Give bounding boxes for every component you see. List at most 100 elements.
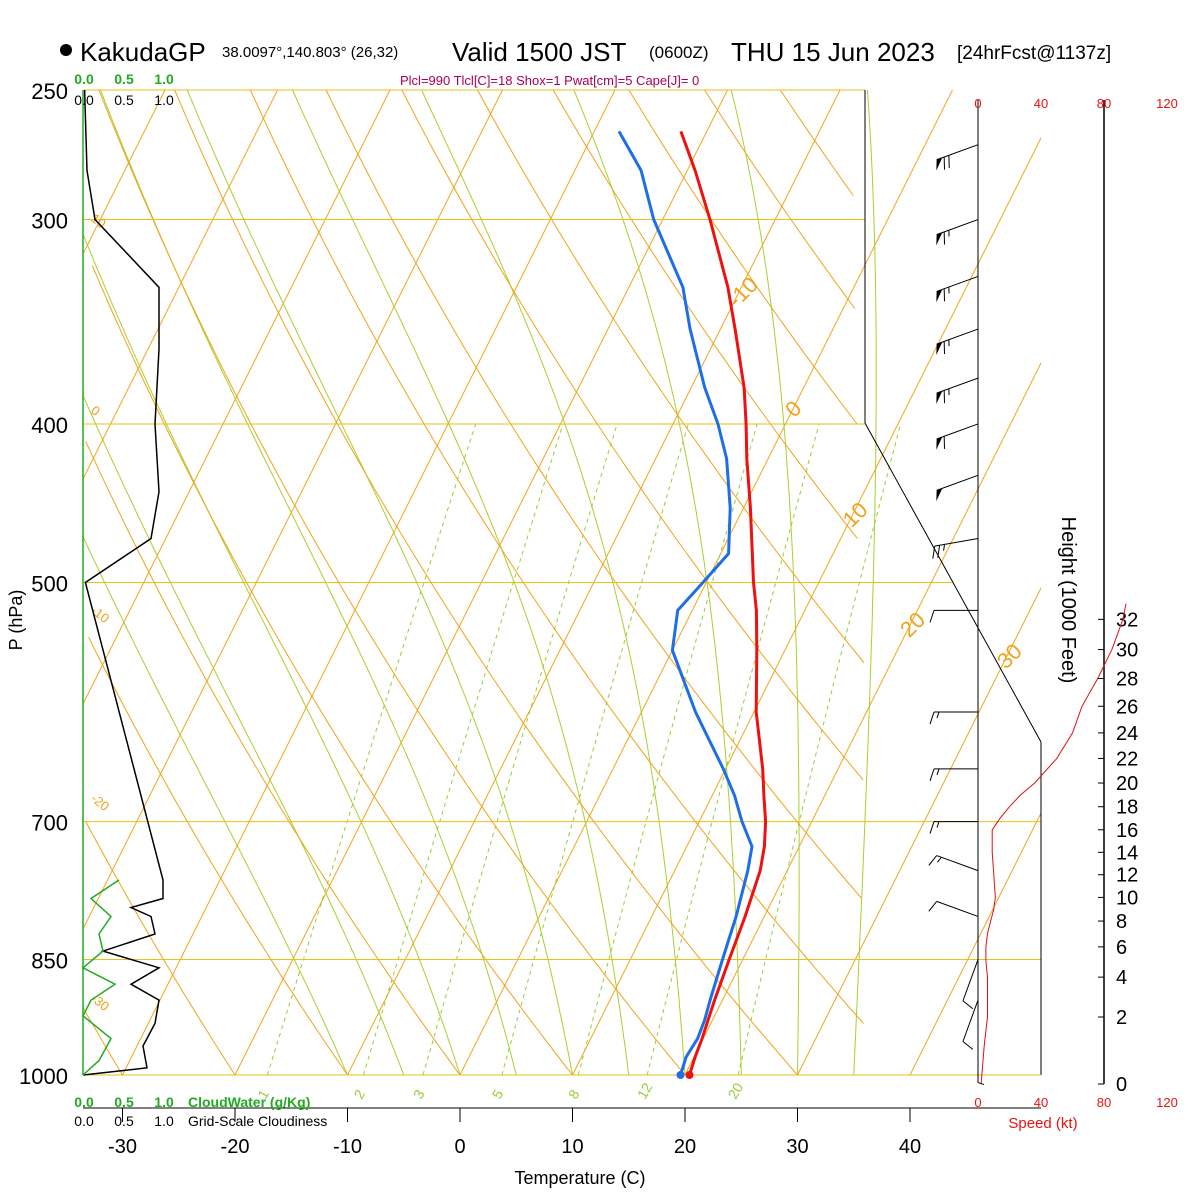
sounding-profiles <box>617 130 768 1079</box>
temperature-tick-label: 0 <box>454 1136 465 1158</box>
mixing-ratio-line <box>646 423 820 1075</box>
dry-adiabat-line <box>91 265 573 1076</box>
wind-barb-full <box>943 341 946 355</box>
wind-barb-full <box>962 1000 974 1010</box>
cloud-water-tick-top: 0.0 <box>74 71 94 87</box>
speed-tick-top: 40 <box>1034 96 1048 111</box>
chart-header: KakudaGP 38.0097°,140.803° (26,32) Valid… <box>60 37 1111 88</box>
mixing-ratio-line <box>501 423 689 1075</box>
cloud-axis: CloudWater (g/Kg) Grid-Scale Cloudiness … <box>74 71 327 1129</box>
height-tick-label: 0 <box>1116 1074 1127 1096</box>
temperature-axis: -30 -20 -10 0 10 20 30 40 <box>108 1108 921 1158</box>
valid-time: Valid 1500 JST <box>452 37 627 67</box>
temperature-tick-label: 30 <box>786 1136 808 1158</box>
station-marker-icon <box>60 44 72 56</box>
mixing-ratio-line <box>737 423 902 1075</box>
wind-barb-half <box>977 1082 985 1086</box>
cloudiness-line <box>82 89 164 1076</box>
cloud-profiles <box>81 89 164 1076</box>
isotherm-label: 0 <box>780 396 806 422</box>
cloudiness-tick-top: 0.5 <box>114 92 134 108</box>
wind-barb-staff <box>936 144 979 161</box>
wind-barb <box>932 538 979 559</box>
moist-adiabat-line <box>186 90 573 1075</box>
height-tick-label: 4 <box>1116 967 1127 989</box>
dry-adiabat-line <box>401 89 864 781</box>
dewpoint-surface-point <box>676 1071 685 1079</box>
wind-barb <box>929 768 978 782</box>
wind-barb-staff <box>936 219 979 236</box>
pressure-tick-label: 250 <box>31 79 68 104</box>
wind-barb-half <box>948 230 950 237</box>
height-tick-label: 28 <box>1116 669 1138 691</box>
moist-adiabat-line <box>83 535 348 1075</box>
isobars <box>83 89 1041 1076</box>
pressure-tick-label: 300 <box>31 209 68 234</box>
mixing-ratio-label: 5 <box>489 1087 507 1102</box>
plot-frame <box>82 89 1042 1109</box>
wind-barb <box>929 609 978 623</box>
height-tick-label: 6 <box>1116 937 1127 959</box>
speed-axis-title: Speed (kt) <box>1008 1115 1077 1132</box>
wind-barb-full <box>928 901 938 912</box>
height-tick-label: 10 <box>1116 887 1138 909</box>
wind-barb-staff <box>936 328 979 345</box>
wind-barb-full <box>937 545 941 558</box>
wind-speed-line <box>980 603 1127 1085</box>
dry-adiabat-line <box>85 441 461 1076</box>
dry-adiabat-label: -20 <box>88 791 112 814</box>
cloud-water-tick-top: 0.5 <box>114 71 134 87</box>
x-axis-title: Temperature (C) <box>514 1168 645 1188</box>
wind-barb <box>936 219 979 246</box>
valid-utc: (0600Z) <box>649 43 709 62</box>
speed-tick-bottom: 0 <box>974 1095 981 1110</box>
dry-adiabat-line <box>552 89 858 539</box>
moist-adiabat-line <box>83 394 405 1075</box>
temperature-tick-label: 40 <box>899 1136 921 1158</box>
dry-adiabat-line <box>249 89 864 1024</box>
wind-barb-half <box>943 544 946 551</box>
wind-barb-full <box>943 436 946 449</box>
dry-adiabat-line <box>88 636 348 1076</box>
wind-barb-staff <box>936 423 979 440</box>
mixing-ratio-lines <box>266 423 902 1075</box>
dewpoint-line <box>617 130 754 1076</box>
mixing-ratio-label: 20 <box>725 1080 747 1102</box>
moist-adiabat-line <box>100 90 517 1075</box>
cloudiness-label: Grid-Scale Cloudiness <box>188 1113 327 1129</box>
height-tick-label: 26 <box>1116 696 1138 718</box>
cloudiness-tick-bottom: 1.0 <box>154 1113 174 1129</box>
pressure-tick-label: 700 <box>31 811 68 836</box>
speed-tick-bottom: 40 <box>1034 1095 1048 1110</box>
wind-barb-pennant <box>936 488 943 502</box>
speed-tick-bottom: 120 <box>1156 1095 1178 1110</box>
height-tick-label: 20 <box>1116 773 1138 795</box>
wind-barb-full <box>948 155 950 168</box>
wind-barb-staff <box>936 900 979 917</box>
cloud-water-tick-top: 1.0 <box>154 71 174 87</box>
dry-adiabat-line <box>325 89 863 899</box>
moist-adiabats <box>83 90 877 1075</box>
wind-barb-full <box>943 288 946 302</box>
temperature-tick-label: 10 <box>561 1136 583 1158</box>
wind-barb <box>929 821 978 834</box>
height-tick-label: 30 <box>1116 640 1138 662</box>
height-tick-label: 12 <box>1116 865 1138 887</box>
cloudiness-tick-bottom: 0.0 <box>74 1113 94 1129</box>
moist-adiabat-line <box>853 90 877 1075</box>
wind-barb <box>929 711 978 725</box>
y-axis-title: P (hPa) <box>6 590 26 651</box>
moist-adiabat-line <box>573 90 742 1075</box>
wind-barb <box>977 1038 985 1086</box>
dry-adiabat-line <box>477 89 865 664</box>
wind-barb-half <box>948 287 950 294</box>
mixing-ratio-label: 8 <box>565 1087 583 1102</box>
speed-tick-top: 0 <box>974 96 981 111</box>
wind-barb-full <box>943 156 946 170</box>
cloud-water-tick-bottom: 0.0 <box>74 1094 94 1110</box>
mixing-ratio-label: 3 <box>410 1087 428 1102</box>
moist-adiabat-line <box>421 90 686 1075</box>
dry-adiabats <box>82 89 865 1076</box>
wind-barb-full <box>932 546 936 559</box>
